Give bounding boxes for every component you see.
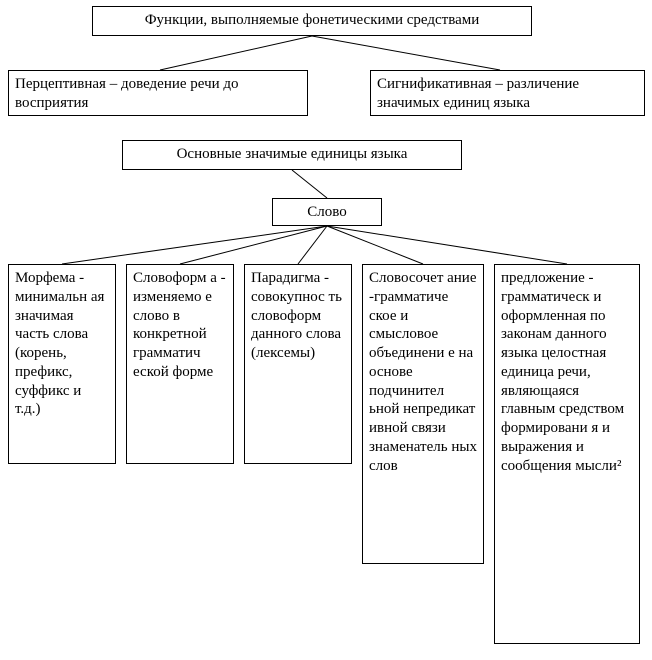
node-label: Перцептивная – доведение речи до восприя… xyxy=(15,76,239,111)
edge-line xyxy=(327,226,567,264)
node-significative: Сигнификативная – различение значимых ед… xyxy=(370,70,645,116)
node-predlozhenie: предложение - грамматическ и оформленная… xyxy=(494,264,640,644)
node-slovoforma: Словоформ а - изменяемо е слово в конкре… xyxy=(126,264,234,464)
node-label: Слово xyxy=(307,204,346,220)
edge-line xyxy=(180,226,327,264)
node-label: Функции, выполняемые фонетическими средс… xyxy=(145,12,480,28)
node-slovosochetanie: Словосочет ание -грамматиче ское и смысл… xyxy=(362,264,484,564)
node-label: Словосочет ание -грамматиче ское и смысл… xyxy=(369,270,477,474)
edge-line xyxy=(160,36,312,70)
node-label: Основные значимые единицы языка xyxy=(177,146,408,162)
node-root-functions: Функции, выполняемые фонетическими средс… xyxy=(92,6,532,36)
node-perceptive: Перцептивная – доведение речи до восприя… xyxy=(8,70,308,116)
node-root-units: Основные значимые единицы языка xyxy=(122,140,462,170)
edge-line xyxy=(312,36,500,70)
node-label: предложение - грамматическ и оформленная… xyxy=(501,270,624,474)
node-paradigma: Парадигма - совокупнос ть словоформ данн… xyxy=(244,264,352,464)
edge-line xyxy=(292,170,327,198)
node-slovo: Слово xyxy=(272,198,382,226)
node-label: Парадигма - совокупнос ть словоформ данн… xyxy=(251,270,342,361)
node-label: Морфема - минимальн ая значимая часть сл… xyxy=(15,270,104,417)
node-morfema: Морфема - минимальн ая значимая часть сл… xyxy=(8,264,116,464)
edge-line xyxy=(327,226,423,264)
node-label: Сигнификативная – различение значимых ед… xyxy=(377,76,579,111)
edge-line xyxy=(298,226,327,264)
edge-line xyxy=(62,226,327,264)
node-label: Словоформ а - изменяемо е слово в конкре… xyxy=(133,270,226,380)
